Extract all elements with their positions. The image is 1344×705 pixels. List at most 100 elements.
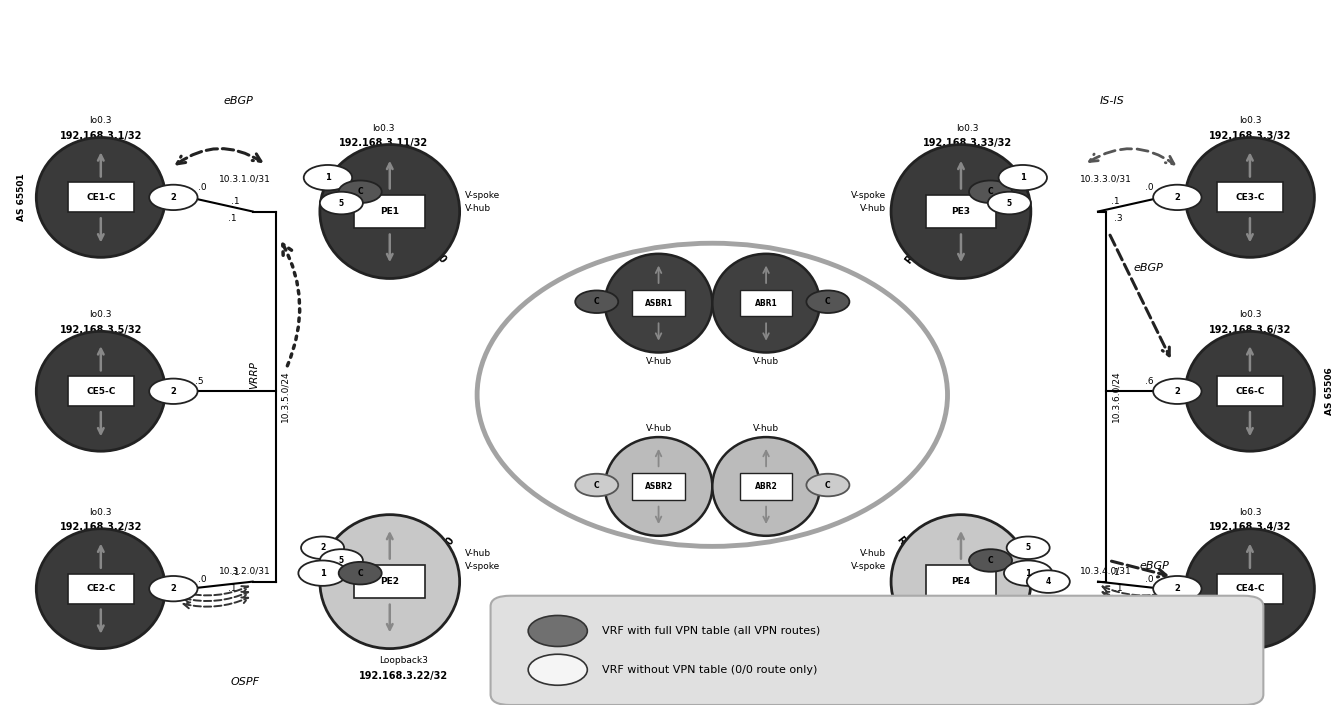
FancyBboxPatch shape: [67, 574, 134, 603]
Text: eBGP: eBGP: [223, 96, 254, 106]
Text: .1: .1: [228, 584, 237, 594]
Text: V-hub: V-hub: [645, 424, 672, 433]
Text: CE4-C: CE4-C: [1235, 584, 1265, 593]
Text: .1: .1: [231, 197, 239, 207]
Text: Loopback3: Loopback3: [379, 656, 427, 665]
Circle shape: [969, 549, 1012, 572]
Ellipse shape: [320, 515, 460, 649]
Text: lo0.3: lo0.3: [372, 123, 394, 133]
Ellipse shape: [320, 145, 460, 278]
Text: .1: .1: [1114, 584, 1122, 594]
Text: VRRP: VRRP: [250, 362, 259, 389]
FancyArrowPatch shape: [184, 586, 249, 597]
FancyArrowPatch shape: [1102, 591, 1167, 603]
Text: 1: 1: [1025, 569, 1031, 577]
Text: 10.3.3.0/31: 10.3.3.0/31: [1079, 175, 1132, 184]
FancyBboxPatch shape: [355, 195, 425, 228]
Ellipse shape: [891, 145, 1031, 278]
Text: 2: 2: [1175, 387, 1180, 396]
Text: CE6-C: CE6-C: [1235, 387, 1265, 396]
Text: lo0.3: lo0.3: [1239, 310, 1261, 319]
Text: 192.168.3.5/32: 192.168.3.5/32: [59, 325, 142, 335]
Text: lo0.3: lo0.3: [1239, 116, 1261, 125]
Text: 192.168.3.22/32: 192.168.3.22/32: [359, 671, 448, 681]
Text: V-hub: V-hub: [860, 204, 886, 213]
Text: VRF with full VPN table (all VPN routes): VRF with full VPN table (all VPN routes): [602, 626, 820, 636]
Circle shape: [988, 192, 1031, 214]
Text: OSPF: OSPF: [1091, 677, 1120, 687]
Circle shape: [149, 576, 198, 601]
Text: C: C: [594, 481, 599, 489]
Text: 192.168.3.6/32: 192.168.3.6/32: [1208, 325, 1292, 335]
Text: PE4: PE4: [952, 577, 970, 586]
Ellipse shape: [1185, 137, 1314, 257]
Text: .1: .1: [231, 568, 239, 577]
Text: ASBR1: ASBR1: [645, 299, 672, 307]
Text: V-spoke: V-spoke: [851, 192, 886, 200]
FancyBboxPatch shape: [1216, 376, 1284, 406]
FancyArrowPatch shape: [1102, 586, 1167, 597]
Text: 1: 1: [1020, 173, 1025, 182]
Circle shape: [1153, 379, 1202, 404]
Ellipse shape: [36, 137, 165, 257]
Text: V-hub: V-hub: [753, 357, 780, 366]
Text: CE3-C: CE3-C: [1235, 193, 1265, 202]
Text: .0: .0: [1145, 183, 1153, 192]
Circle shape: [969, 180, 1012, 203]
Ellipse shape: [712, 437, 820, 536]
Text: 192.168.3.2/32: 192.168.3.2/32: [59, 522, 142, 532]
Text: OSPF: OSPF: [231, 677, 259, 687]
Ellipse shape: [1185, 529, 1314, 649]
Text: CE2-C: CE2-C: [86, 584, 116, 593]
Text: .3: .3: [1114, 214, 1122, 223]
Text: 5: 5: [339, 199, 344, 207]
Text: 5: 5: [339, 556, 344, 565]
Text: 192.168.3.4/32: 192.168.3.4/32: [1208, 522, 1292, 532]
Ellipse shape: [891, 515, 1031, 649]
Text: ABR2: ABR2: [755, 482, 777, 491]
FancyBboxPatch shape: [1216, 183, 1284, 212]
Text: 1: 1: [325, 173, 331, 182]
Text: 10.3.6.0/24: 10.3.6.0/24: [1111, 371, 1121, 422]
Text: 192.168.3.44/32: 192.168.3.44/32: [903, 671, 992, 681]
Circle shape: [304, 165, 352, 190]
Text: C: C: [825, 298, 831, 306]
FancyArrowPatch shape: [184, 597, 249, 608]
Ellipse shape: [712, 254, 820, 352]
Text: 192.168.3.3/32: 192.168.3.3/32: [1208, 131, 1292, 141]
Text: 2: 2: [171, 193, 176, 202]
FancyBboxPatch shape: [926, 195, 996, 228]
Text: C: C: [358, 188, 363, 196]
Text: .0: .0: [198, 575, 206, 584]
FancyBboxPatch shape: [67, 376, 134, 406]
Circle shape: [339, 180, 382, 203]
Ellipse shape: [605, 437, 712, 536]
FancyArrowPatch shape: [177, 149, 261, 164]
FancyArrowPatch shape: [1110, 235, 1169, 356]
Circle shape: [149, 185, 198, 210]
Text: 192.168.3.33/32: 192.168.3.33/32: [923, 138, 1012, 148]
Text: eBGP: eBGP: [1133, 263, 1163, 273]
FancyBboxPatch shape: [739, 473, 793, 500]
Ellipse shape: [36, 331, 165, 451]
FancyArrowPatch shape: [1102, 597, 1167, 608]
FancyBboxPatch shape: [926, 565, 996, 598]
Circle shape: [575, 290, 618, 313]
Circle shape: [301, 537, 344, 559]
Text: RD:0/0: RD:0/0: [426, 534, 456, 570]
Text: ASBR2: ASBR2: [645, 482, 672, 491]
Text: 192.168.3.1/32: 192.168.3.1/32: [59, 131, 142, 141]
Text: CE5-C: CE5-C: [86, 387, 116, 396]
Circle shape: [320, 549, 363, 572]
Text: RD:0/0: RD:0/0: [418, 231, 448, 266]
Text: C: C: [988, 556, 993, 565]
Text: .6: .6: [1145, 377, 1153, 386]
FancyBboxPatch shape: [632, 473, 685, 500]
Circle shape: [339, 562, 382, 584]
Text: V-spoke: V-spoke: [465, 562, 500, 570]
Text: 1: 1: [320, 569, 325, 577]
Text: lo0.3: lo0.3: [90, 116, 112, 125]
Text: lo0.3: lo0.3: [1239, 508, 1261, 517]
Text: 10.3.5.0/24: 10.3.5.0/24: [281, 371, 290, 422]
FancyBboxPatch shape: [491, 596, 1263, 705]
